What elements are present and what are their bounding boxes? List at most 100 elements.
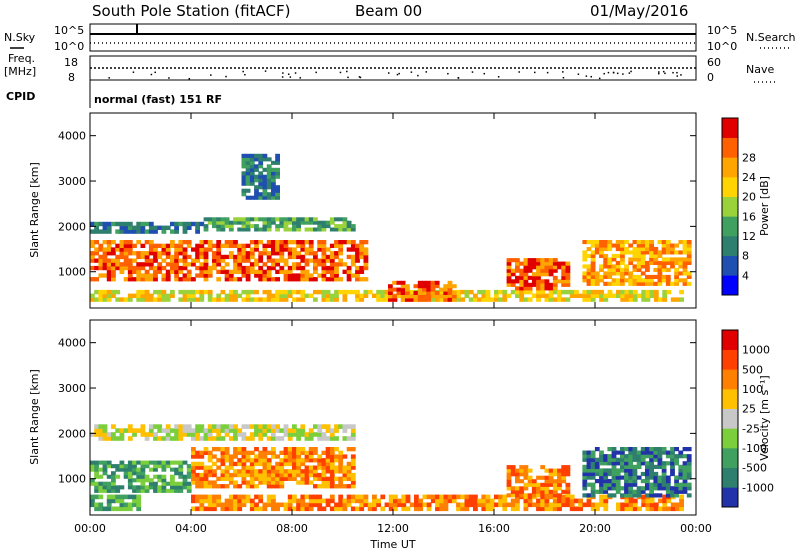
heatmap-cell xyxy=(334,227,339,232)
heatmap-cell xyxy=(632,447,638,452)
heatmap-cell xyxy=(531,265,537,270)
heatmap-cell xyxy=(300,277,306,282)
heatmap-cell xyxy=(338,247,344,252)
heatmap-cell xyxy=(649,257,654,262)
heatmap-cell xyxy=(212,217,217,222)
heatmap-cell xyxy=(262,185,268,190)
heatmap-cell xyxy=(620,250,625,255)
heatmap-cell xyxy=(283,243,289,248)
colorbar-tick-label: 24 xyxy=(742,171,756,184)
heatmap-cell xyxy=(90,297,95,302)
heatmap-cell xyxy=(682,271,688,276)
heatmap-cell xyxy=(220,224,226,229)
heatmap-cell xyxy=(603,471,609,477)
heatmap-cell xyxy=(346,227,352,232)
heatmap-cell xyxy=(275,293,280,298)
heatmap-cell xyxy=(228,224,234,229)
heatmap-cell xyxy=(426,284,432,289)
heatmap-cell xyxy=(195,424,200,429)
heatmap-cell xyxy=(266,269,272,274)
heatmap-cell xyxy=(682,461,688,466)
heatmap-cell xyxy=(174,432,179,437)
heatmap-cell xyxy=(321,251,327,256)
heatmap-cell xyxy=(355,251,360,256)
heatmap-cell xyxy=(287,220,293,225)
heatmap-cell xyxy=(228,424,234,429)
heatmap-cell xyxy=(468,494,474,500)
heatmap-cell xyxy=(132,277,137,282)
heatmap-cell xyxy=(241,436,247,441)
heatmap-cell xyxy=(296,450,301,455)
heatmap-cell xyxy=(178,297,184,302)
heatmap-cell xyxy=(346,424,352,429)
heatmap-cell xyxy=(161,467,167,472)
heatmap-cell xyxy=(279,476,285,481)
heatmap-cell xyxy=(624,289,630,295)
heatmap-cell xyxy=(271,174,276,179)
heatmap-cell xyxy=(557,475,562,480)
heatmap-cell xyxy=(271,217,276,222)
heatmap-cell xyxy=(228,251,234,256)
heatmap-cell xyxy=(207,217,213,222)
heatmap-cell xyxy=(515,468,520,473)
heatmap-cell xyxy=(148,485,154,490)
heatmap-cell xyxy=(334,289,339,295)
heatmap-cell xyxy=(266,227,272,232)
heatmap-cell xyxy=(632,498,638,504)
heatmap-cell xyxy=(485,297,491,302)
heatmap-cell xyxy=(599,468,604,473)
heatmap-cell xyxy=(228,472,234,478)
heatmap-cell xyxy=(540,265,546,270)
heatmap-cell xyxy=(266,458,272,463)
heatmap-cell xyxy=(515,268,520,273)
heatmap-cell xyxy=(338,494,344,500)
heatmap-cell xyxy=(186,225,192,230)
heatmap-cell xyxy=(266,185,272,190)
heatmap-cell xyxy=(594,447,600,452)
heatmap-cell xyxy=(140,251,146,256)
heatmap-cell xyxy=(561,289,567,295)
heatmap-cell xyxy=(582,297,588,302)
heatmap-cell xyxy=(359,251,365,256)
heatmap-cell xyxy=(136,488,142,493)
heatmap-cell xyxy=(620,243,625,248)
heatmap-cell xyxy=(447,494,453,500)
heatmap-cell xyxy=(456,293,461,298)
heatmap-cell xyxy=(590,486,596,491)
heatmap-cell xyxy=(582,457,588,462)
heatmap-cell xyxy=(98,474,104,479)
heatmap-cell xyxy=(102,254,108,260)
y-tick-label: 2000 xyxy=(58,220,86,233)
heatmap-cell xyxy=(485,494,491,500)
heatmap-cell xyxy=(586,247,592,252)
heatmap-cell xyxy=(98,258,104,263)
heatmap-cell xyxy=(338,251,344,256)
heatmap-cell xyxy=(249,224,255,229)
heatmap-cell xyxy=(123,262,129,267)
heatmap-cell xyxy=(502,502,508,508)
heatmap-cell xyxy=(296,461,301,467)
heatmap-cell xyxy=(237,265,243,271)
heatmap-cell xyxy=(292,506,297,512)
heatmap-cell xyxy=(313,258,318,263)
heatmap-cell xyxy=(678,240,684,245)
heatmap-cell xyxy=(350,247,356,252)
heatmap-cell xyxy=(628,454,634,459)
heatmap-cell xyxy=(321,458,327,463)
heatmap-cell xyxy=(283,472,289,478)
heatmap-cell xyxy=(686,486,692,491)
heatmap-cell xyxy=(233,436,238,441)
heatmap-cell xyxy=(317,465,323,470)
heatmap-cell xyxy=(94,432,99,437)
heatmap-cell xyxy=(237,484,243,489)
heatmap-cell xyxy=(275,217,280,222)
heatmap-cell xyxy=(628,482,634,487)
heatmap-cell xyxy=(224,484,230,489)
heatmap-cell xyxy=(527,289,533,295)
heatmap-cell xyxy=(624,471,629,477)
heatmap-cell xyxy=(279,243,285,248)
heatmap-cell xyxy=(132,502,137,508)
heatmap-cell xyxy=(262,273,268,278)
heatmap-cell xyxy=(561,272,567,277)
heatmap-cell xyxy=(439,289,445,295)
